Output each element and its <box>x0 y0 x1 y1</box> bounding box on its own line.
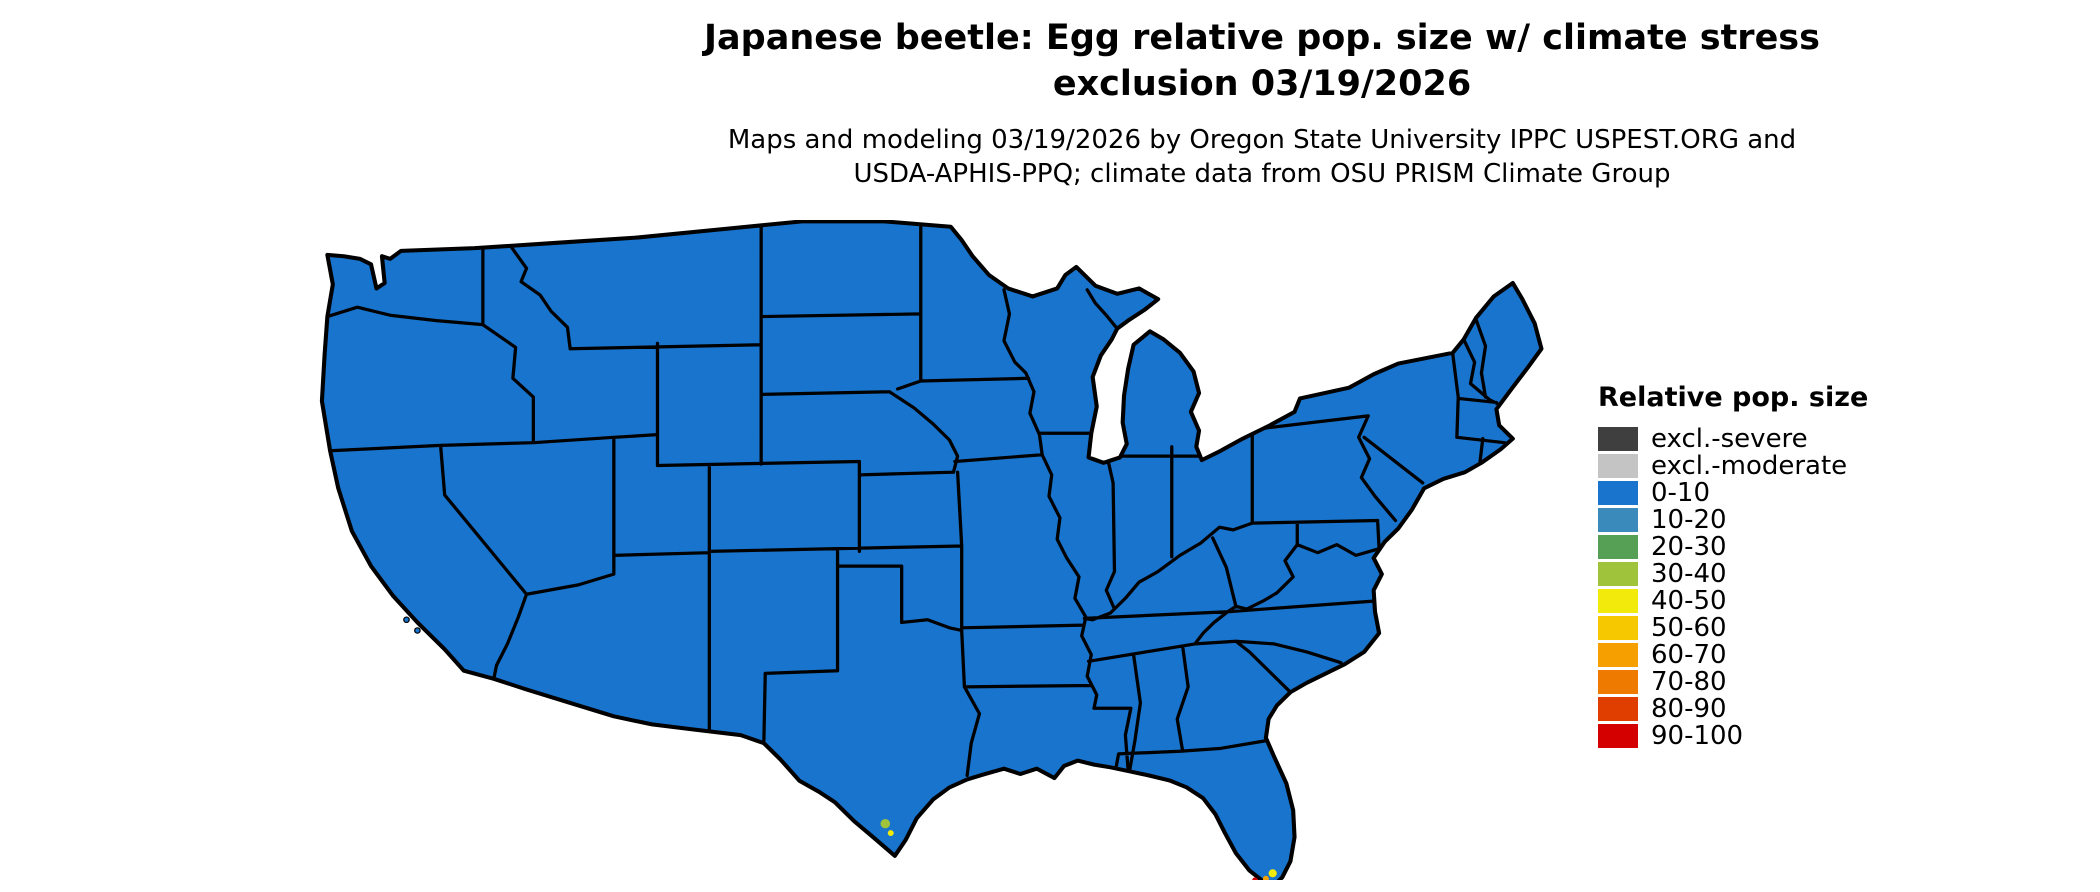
florida-keys-speck <box>1252 877 1258 880</box>
legend-swatch <box>1598 561 1638 586</box>
legend-label: excl.-moderate <box>1651 450 1848 481</box>
legend-swatch <box>1598 534 1638 559</box>
legend-label: 60-70 <box>1651 639 1727 670</box>
legend-label: excl.-severe <box>1651 423 1808 454</box>
south-texas-speck <box>880 818 891 829</box>
legend-label: 50-60 <box>1651 612 1727 643</box>
legend-row: 70-80 <box>1598 666 1868 697</box>
legend-swatch <box>1598 615 1638 640</box>
legend-title: Relative pop. size <box>1598 382 1869 413</box>
legend-swatch <box>1598 426 1638 451</box>
us-nation-fill <box>322 221 1542 880</box>
legend-label: 20-30 <box>1651 531 1727 562</box>
legend-row: 30-40 <box>1598 558 1868 589</box>
map-title-line2: exclusion 03/19/2026 <box>1052 63 1472 104</box>
legend-label: 0-10 <box>1651 477 1711 508</box>
legend-swatch <box>1598 669 1638 694</box>
legend-swatch <box>1598 696 1638 721</box>
channel-island-speck <box>414 627 421 634</box>
header: Japanese beetle: Egg relative pop. size … <box>362 16 2100 192</box>
map-subtitle-line2: USDA-APHIS-PPQ; climate data from OSU PR… <box>853 159 1671 190</box>
us-map <box>311 220 1566 880</box>
legend: Relative pop. size excl.-severe excl.-mod… <box>1598 382 1869 751</box>
legend-swatch <box>1598 642 1638 667</box>
legend-label: 40-50 <box>1651 585 1727 616</box>
legend-items: excl.-severe excl.-moderate 0-10 10-20 20-30… <box>1598 423 1868 751</box>
legend-row: 80-90 <box>1598 693 1868 724</box>
legend-swatch <box>1598 723 1638 748</box>
south-florida-speck <box>1268 869 1277 878</box>
legend-row: 90-100 <box>1598 720 1868 751</box>
legend-row: 60-70 <box>1598 639 1868 670</box>
us-map-svg <box>311 220 1566 880</box>
channel-island-speck <box>403 616 410 624</box>
map-subtitle-line1: Maps and modeling 03/19/2026 by Oregon S… <box>727 125 1797 155</box>
legend-swatch <box>1598 588 1638 613</box>
legend-swatch <box>1598 507 1638 532</box>
south-florida-speck <box>1262 875 1269 880</box>
state-borders <box>325 222 1507 777</box>
legend-row: 20-30 <box>1598 531 1868 562</box>
legend-label: 10-20 <box>1651 504 1727 535</box>
legend-label: 80-90 <box>1651 693 1727 724</box>
legend-swatch <box>1598 453 1638 478</box>
legend-row: excl.-moderate <box>1598 450 1868 481</box>
legend-row: excl.-severe <box>1598 423 1868 454</box>
legend-row: 40-50 <box>1598 585 1868 616</box>
legend-label: 90-100 <box>1651 720 1744 751</box>
legend-swatch <box>1598 480 1638 505</box>
south-texas-speck <box>887 830 894 836</box>
legend-label: 70-80 <box>1651 666 1727 697</box>
hotspots <box>403 616 1277 880</box>
legend-row: 0-10 <box>1598 477 1868 508</box>
map-title-line1: Japanese beetle: Egg relative pop. size … <box>704 18 1820 58</box>
legend-label: 30-40 <box>1651 558 1727 589</box>
legend-row: 10-20 <box>1598 504 1868 535</box>
legend-row: 50-60 <box>1598 612 1868 643</box>
